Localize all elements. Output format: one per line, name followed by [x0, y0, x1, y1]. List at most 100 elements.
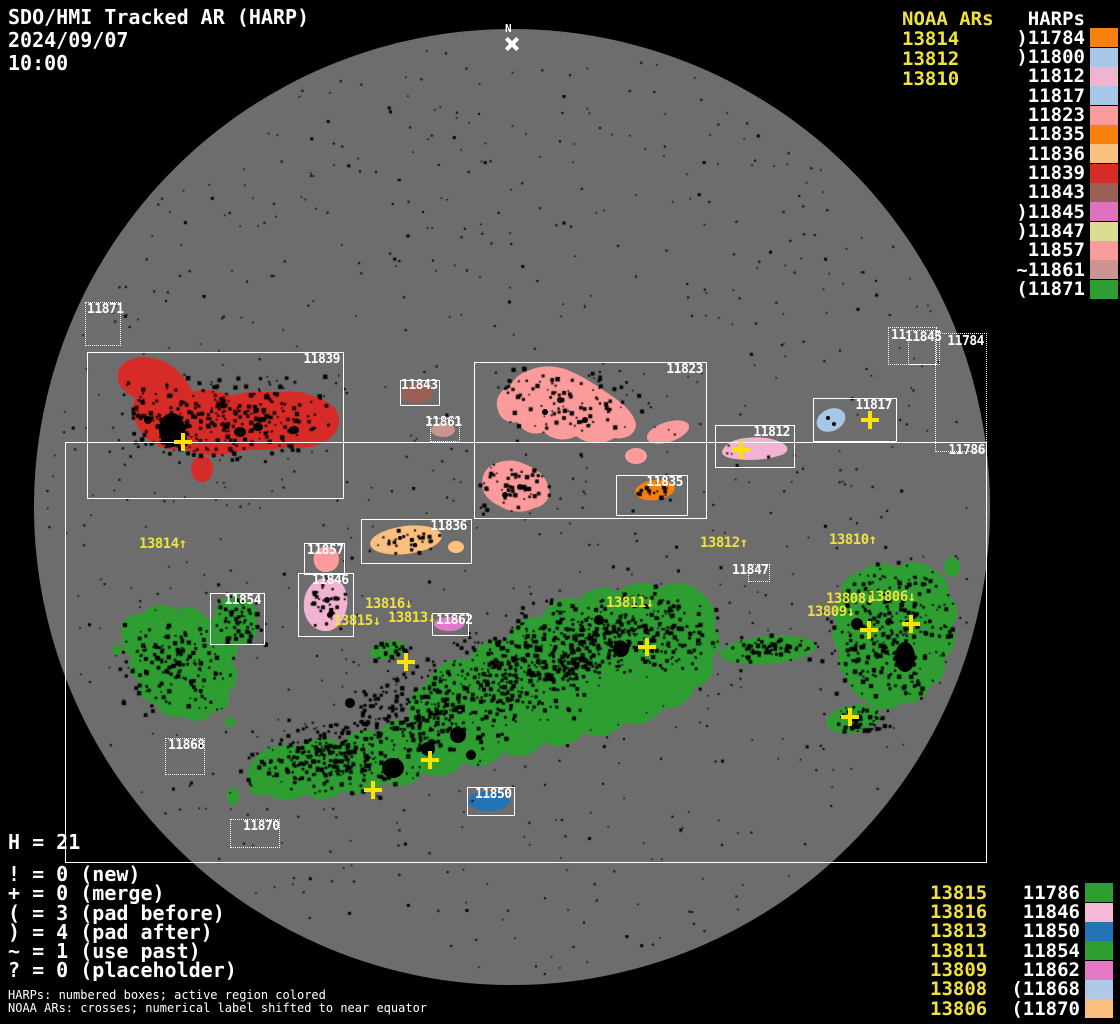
- legend-row: )11847: [995, 220, 1118, 243]
- noaa-cross: [860, 621, 878, 639]
- harp-box-11843: 11843: [400, 379, 440, 406]
- harp-color-legend: )11784 )11800 11812 11817 11823 11835 11…: [995, 27, 1118, 301]
- noaa-upcoming-legend: NOAA ARs 13814 13812 13810: [902, 9, 994, 89]
- color-swatch: [1090, 124, 1118, 144]
- footnote-line: HARPs: numbered boxes; active region col…: [8, 988, 326, 1002]
- harp-box-label: 11836: [430, 519, 467, 534]
- color-swatch: [1085, 941, 1113, 961]
- legend-row: 11857: [995, 239, 1118, 261]
- noaa-cross: [902, 615, 920, 633]
- legend-row: 13809 11862: [930, 959, 1113, 982]
- harp-box-label: 11817: [855, 398, 892, 413]
- harp-box-11784: 11784: [935, 333, 987, 452]
- harp-box-11871: 11871: [85, 302, 124, 346]
- harp-box-11870: 11870: [230, 819, 280, 848]
- noaa-cross: [397, 653, 415, 671]
- harp-box-label: 11862: [436, 613, 473, 628]
- legend-row: 11836: [995, 142, 1118, 165]
- harp-id: 11843: [1027, 181, 1085, 204]
- date-label: 2024/09/07: [8, 28, 129, 52]
- noaa-cross: [174, 433, 192, 451]
- harp-id: )11847: [1016, 220, 1085, 243]
- noaa-label: 13812↑: [700, 535, 748, 551]
- color-swatch: [1090, 47, 1118, 67]
- harp-box-label: 11845: [905, 330, 942, 345]
- north-label: N: [505, 22, 512, 35]
- noaa-label: 13815↓: [333, 613, 381, 629]
- legend-row: 11812: [995, 65, 1118, 88]
- harp-box-11868: 11868: [165, 738, 205, 775]
- color-swatch: [1090, 144, 1118, 164]
- symbol-key-line: ? = 0 (placeholder): [8, 958, 237, 983]
- color-swatch: [1090, 202, 1118, 222]
- noaa-id: 13808: [930, 978, 988, 1001]
- symbol-key-line: ~ = 1 (use past): [8, 939, 201, 964]
- time-label: 10:00: [8, 51, 69, 75]
- legend-row: 11835: [995, 123, 1118, 145]
- harp-id: (11871: [1016, 278, 1085, 301]
- color-swatch: [1090, 86, 1118, 106]
- legend-row: )11845: [995, 200, 1118, 223]
- noaa-harp-pairs-legend: 13815 11786 13816 11846 13813 11850 13811 11…: [930, 881, 1113, 1020]
- harp-box-11786: 11786: [65, 442, 987, 863]
- color-swatch: [1090, 260, 1118, 280]
- harp-box-label: 11823: [666, 362, 703, 377]
- symbol-key-line: ! = 0 (new): [8, 862, 141, 886]
- harp-box-label: 11812: [753, 425, 790, 440]
- color-swatch: [1085, 883, 1113, 903]
- harp-box-label: 11861: [425, 415, 462, 430]
- harp-id: 11836: [1027, 142, 1085, 165]
- harp-id: 11839: [1027, 162, 1085, 185]
- noaa-id: 13813: [930, 920, 988, 943]
- harp-box-label: 11786: [948, 443, 985, 458]
- harp-id: 11850: [1022, 920, 1080, 943]
- noaa-id: 13816: [930, 901, 988, 924]
- harp-id: )11800: [1016, 46, 1085, 69]
- legend-row: 13806 (11870: [930, 998, 1113, 1020]
- noaa-label: 13808↓: [826, 591, 874, 607]
- noaa-item: 13814: [902, 28, 960, 50]
- noaa-item: 13812: [902, 48, 960, 70]
- harp-id: 11817: [1027, 84, 1085, 107]
- harp-box-label: 11850: [475, 787, 512, 802]
- color-swatch: [1090, 182, 1118, 202]
- legend-row: )11784: [995, 27, 1118, 49]
- color-swatch: [1085, 902, 1113, 922]
- noaa-id: 13809: [930, 959, 988, 982]
- harp-box-11854: 11854: [210, 593, 265, 645]
- harp-id: 11812: [1027, 65, 1085, 88]
- harp-box-11823: 11823: [474, 362, 707, 519]
- legend-row: 11839: [995, 162, 1118, 185]
- harp-id: ~11861: [1016, 258, 1085, 281]
- harp-box-11835: 11835: [616, 475, 688, 516]
- harp-box-11846: 11846: [298, 573, 354, 637]
- symbol-key-line: ( = 3 (pad before): [8, 900, 225, 925]
- harp-box-11817: 11817: [813, 398, 897, 442]
- legend-row: 13815 11786: [930, 881, 1113, 904]
- harp-box-11836: 11836: [361, 519, 472, 564]
- noaa-label: 13809↓: [807, 604, 855, 620]
- harp-box-label: 11868: [168, 738, 205, 753]
- harp-box-label: 11784: [947, 334, 984, 349]
- symbol-key-line: + = 0 (merge): [8, 881, 165, 906]
- noaa-item: 13810: [902, 68, 960, 90]
- harp-box-11812: 11812: [715, 425, 795, 468]
- noaa-cross: [364, 781, 382, 799]
- legend-row: 13811 11854: [930, 939, 1113, 962]
- color-swatch: [1090, 279, 1118, 299]
- noaa-label: 13814↑: [139, 536, 187, 552]
- harp-box-label: 11839: [303, 352, 340, 367]
- harp-box-label: 11857: [307, 543, 344, 558]
- harp-box-label: 11847: [732, 563, 769, 578]
- harp-id: 11846: [1022, 901, 1080, 924]
- harp-box-label: 11835: [646, 475, 683, 490]
- page-title: SDO/HMI Tracked AR (HARP): [8, 5, 310, 29]
- noaa-id: 13811: [930, 939, 988, 962]
- noaa-cross: [861, 411, 879, 429]
- noaa-id: 13815: [930, 881, 988, 904]
- color-swatch: [1085, 921, 1113, 941]
- harp-id: )11845: [1016, 200, 1085, 223]
- legend-row: 11823: [995, 104, 1118, 126]
- legend-row: 11843: [995, 181, 1118, 204]
- harp-box-label: 11: [891, 328, 906, 343]
